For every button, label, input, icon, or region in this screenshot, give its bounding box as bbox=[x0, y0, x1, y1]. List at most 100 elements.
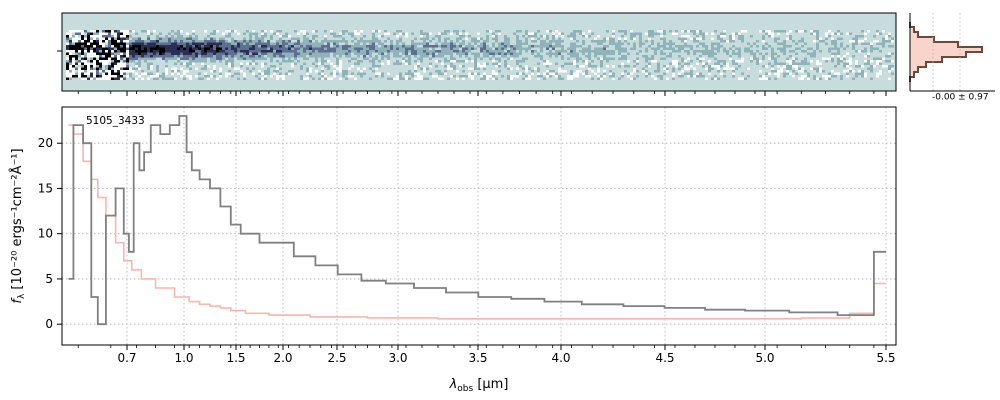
spectrum-2d-pixel bbox=[306, 42, 309, 45]
spectrum-2d-pixel bbox=[588, 67, 591, 70]
spectrum-2d-pixel bbox=[108, 47, 111, 50]
spectrum-2d-pixel bbox=[417, 77, 420, 80]
spectrum-2d-pixel bbox=[456, 45, 459, 48]
spectrum-2d-pixel bbox=[123, 55, 126, 58]
spectrum-2d-pixel bbox=[408, 60, 411, 63]
spectrum-2d-pixel bbox=[174, 50, 177, 53]
spectrum-2d-pixel bbox=[564, 50, 567, 53]
spectrum-2d-pixel bbox=[99, 60, 102, 63]
spectrum-2d-pixel bbox=[711, 32, 714, 35]
spectrum-2d-pixel bbox=[654, 52, 657, 55]
spectrum-2d-pixel bbox=[447, 52, 450, 55]
spectrum-2d-pixel bbox=[645, 65, 648, 68]
spectrum-2d-pixel bbox=[102, 70, 105, 73]
spectrum-2d-pixel bbox=[555, 42, 558, 45]
spectrum-2d-pixel bbox=[165, 70, 168, 73]
spectrum-2d-pixel bbox=[498, 30, 501, 33]
spectrum-2d-pixel bbox=[396, 77, 399, 80]
spectrum-2d-pixel bbox=[789, 30, 792, 33]
spectrum-2d-pixel bbox=[150, 75, 153, 78]
spectrum-2d-pixel bbox=[420, 75, 423, 78]
spectrum-2d-pixel bbox=[99, 47, 102, 50]
spectrum-2d-pixel bbox=[528, 32, 531, 35]
spectrum-2d-pixel bbox=[231, 40, 234, 43]
spectrum-2d-pixel bbox=[681, 45, 684, 48]
spectrum-2d-pixel bbox=[441, 47, 444, 50]
spectrum-2d-pixel bbox=[162, 40, 165, 43]
spectrum-2d-pixel bbox=[783, 52, 786, 55]
spectrum-2d-pixel bbox=[489, 47, 492, 50]
spectrum-2d-pixel bbox=[333, 70, 336, 73]
spectrum-2d-pixel bbox=[618, 57, 621, 60]
spectrum-2d-pixel bbox=[552, 35, 555, 38]
spectrum-2d-pixel bbox=[69, 32, 72, 35]
spectrum-2d-pixel bbox=[288, 57, 291, 60]
spectrum-2d-pixel bbox=[609, 57, 612, 60]
spectrum-2d-pixel bbox=[729, 47, 732, 50]
spectrum-2d-pixel bbox=[783, 45, 786, 48]
spectrum-2d-pixel bbox=[585, 60, 588, 63]
spectrum-2d-pixel bbox=[408, 70, 411, 73]
spectrum-2d-pixel bbox=[558, 40, 561, 43]
spectrum-2d-pixel bbox=[708, 72, 711, 75]
spectrum-2d-pixel bbox=[162, 57, 165, 60]
spectrum-2d-pixel bbox=[213, 52, 216, 55]
spectrum-2d-pixel bbox=[153, 47, 156, 50]
spectrum-2d-pixel bbox=[837, 32, 840, 35]
spectrum-2d-pixel bbox=[279, 72, 282, 75]
spectrum-2d-pixel bbox=[786, 67, 789, 70]
spectrum-2d-pixel bbox=[489, 75, 492, 78]
spectrum-2d-pixel bbox=[123, 50, 126, 53]
spectrum-2d-pixel bbox=[150, 72, 153, 75]
spectrum-2d-pixel bbox=[738, 60, 741, 63]
spectrum-2d-pixel bbox=[69, 57, 72, 60]
spectrum-2d-pixel bbox=[525, 37, 528, 40]
spectrum-2d-pixel bbox=[90, 45, 93, 48]
spectrum-2d-pixel bbox=[279, 50, 282, 53]
spectrum-2d-pixel bbox=[480, 42, 483, 45]
spectrum-2d-pixel bbox=[183, 70, 186, 73]
spectrum-2d-pixel bbox=[264, 70, 267, 73]
spectrum-2d-pixel bbox=[120, 70, 123, 73]
spectrum-2d-pixel bbox=[429, 50, 432, 53]
spectrum-2d-pixel bbox=[408, 50, 411, 53]
spectrum-2d-pixel bbox=[138, 37, 141, 40]
spectrum-2d-pixel bbox=[612, 77, 615, 80]
spectrum-2d-pixel bbox=[90, 60, 93, 63]
spectrum-2d-pixel bbox=[783, 72, 786, 75]
spectrum-2d-pixel bbox=[870, 67, 873, 70]
spectrum-2d-pixel bbox=[78, 75, 81, 78]
spectrum-2d-pixel bbox=[168, 77, 171, 80]
spectrum-2d-pixel bbox=[855, 62, 858, 65]
spectrum-2d-pixel bbox=[462, 30, 465, 33]
spectrum-2d-pixel bbox=[450, 67, 453, 70]
spectrum-2d-pixel bbox=[723, 40, 726, 43]
spectrum-2d-pixel bbox=[189, 45, 192, 48]
spectrum-2d-pixel bbox=[708, 65, 711, 68]
spectrum-2d-pixel bbox=[75, 45, 78, 48]
spectrum-2d-pixel bbox=[876, 40, 879, 43]
spectrum-2d-pixel bbox=[864, 60, 867, 63]
spectrum-2d-pixel bbox=[561, 45, 564, 48]
spectrum-2d-pixel bbox=[120, 57, 123, 60]
spectrum-2d-pixel bbox=[264, 77, 267, 80]
spectrum-2d-pixel bbox=[180, 57, 183, 60]
spectrum-2d-pixel bbox=[150, 52, 153, 55]
spectrum-2d-pixel bbox=[129, 70, 132, 73]
spectrum-2d-pixel bbox=[123, 52, 126, 55]
spectrum-2d-pixel bbox=[837, 55, 840, 58]
spectrum-2d-pixel bbox=[69, 37, 72, 40]
spectrum-2d-pixel bbox=[156, 35, 159, 38]
spectrum-2d-pixel bbox=[195, 55, 198, 58]
spectrum-2d-pixel bbox=[726, 40, 729, 43]
spectrum-2d-pixel bbox=[108, 32, 111, 35]
spectrum-2d-pixel bbox=[585, 70, 588, 73]
spectrum-2d-pixel bbox=[648, 72, 651, 75]
spectrum-2d-pixel bbox=[600, 65, 603, 68]
spectrum-2d-pixel bbox=[318, 47, 321, 50]
spectrum-2d-pixel bbox=[162, 47, 165, 50]
spectrum-2d-pixel bbox=[882, 40, 885, 43]
spectrum-2d-pixel bbox=[417, 72, 420, 75]
spectrum-2d-pixel bbox=[846, 65, 849, 68]
